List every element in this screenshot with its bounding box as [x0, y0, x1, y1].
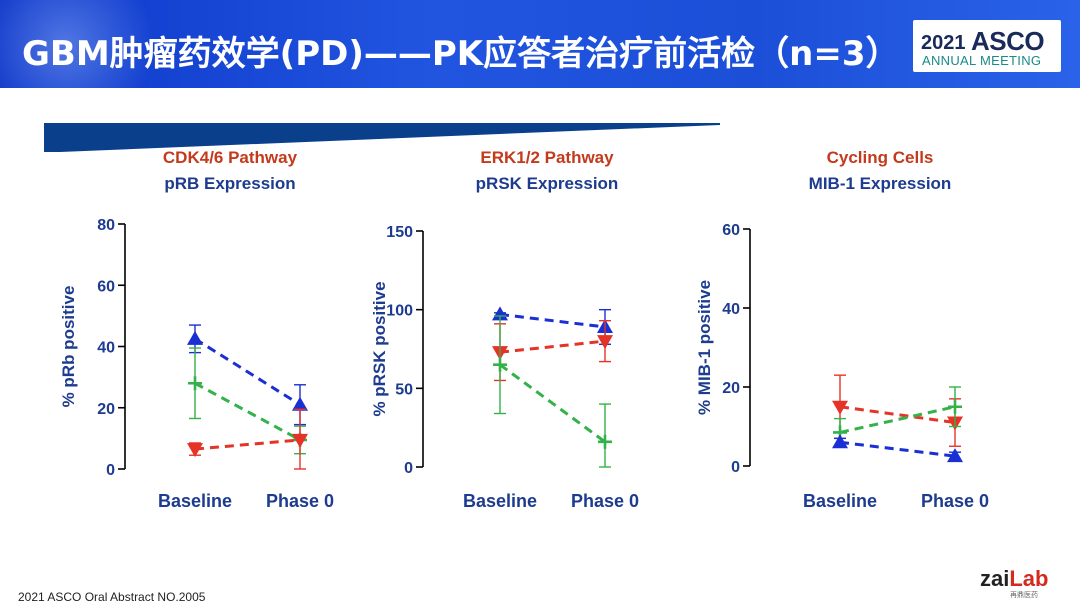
- asco-logo: 2021 ASCO ANNUAL MEETING: [913, 20, 1061, 72]
- data-point-marker: [598, 434, 612, 449]
- x-category-label: Baseline: [463, 491, 537, 511]
- y-tick-label: 60: [97, 278, 115, 295]
- data-point-marker: [188, 376, 202, 391]
- decorative-stripe: [44, 123, 720, 152]
- zai-logo-text: zai: [980, 566, 1010, 591]
- asco-logo-subtitle: ANNUAL MEETING: [922, 53, 1042, 68]
- data-point-marker: [492, 306, 508, 321]
- y-tick-label: 0: [404, 460, 413, 477]
- asco-logo-name: ASCO: [971, 26, 1045, 56]
- y-tick-label: 20: [722, 380, 740, 397]
- y-tick-label: 40: [97, 340, 115, 357]
- data-series: [493, 315, 612, 468]
- data-point-marker: [493, 357, 507, 372]
- data-series: [492, 319, 613, 382]
- data-series: [187, 408, 308, 470]
- data-series: [832, 434, 963, 463]
- chart-subtitle: pRB Expression: [164, 174, 295, 193]
- series-line: [839, 405, 956, 425]
- y-tick-label: 40: [722, 301, 740, 318]
- data-point-marker: [597, 335, 613, 350]
- series-line: [499, 312, 606, 329]
- chart-title: Cycling Cells: [827, 148, 934, 167]
- y-tick-label: 20: [97, 401, 115, 418]
- chart-title: ERK1/2 Pathway: [480, 148, 614, 167]
- chart-pathway-erk12: ERK1/2 Pathway pRSK Expression % pRSK posi…: [370, 148, 639, 511]
- data-point-marker: [187, 330, 203, 345]
- chart-title: CDK4/6 Pathway: [163, 148, 298, 167]
- chart-subtitle: pRSK Expression: [476, 174, 619, 193]
- data-point-marker: [187, 443, 203, 458]
- data-point-marker: [832, 434, 848, 449]
- y-axis-label: % MIB-1 positive: [695, 280, 714, 415]
- chart-pathway-cdk46: CDK4/6 Pathway pRB Expression % pRb positi…: [59, 148, 334, 511]
- x-category-label: Phase 0: [921, 491, 989, 511]
- y-tick-label: 0: [731, 459, 740, 476]
- slide-title: GBM肿瘤药效学(PD)——PK应答者治疗前活检（n=3）: [22, 34, 900, 74]
- y-axis-label: % pRb positive: [59, 286, 78, 408]
- y-tick-label: 150: [386, 224, 413, 241]
- x-category-label: Baseline: [158, 491, 232, 511]
- data-series: [187, 324, 308, 426]
- series-line: [194, 438, 301, 451]
- x-category-label: Phase 0: [266, 491, 334, 511]
- data-point-marker: [832, 400, 848, 415]
- y-tick-label: 60: [722, 222, 740, 239]
- chart-subtitle: MIB-1 Expression: [809, 174, 952, 193]
- series-line: [839, 405, 956, 434]
- stripe-bar: [44, 123, 720, 152]
- zai-logo-accent: Lab: [1009, 566, 1049, 591]
- data-series: [492, 306, 613, 345]
- series-line: [499, 363, 606, 444]
- zai-logo-subtitle: 再鼎医药: [1010, 592, 1038, 599]
- data-point-marker: [947, 448, 963, 463]
- data-point-marker: [292, 396, 308, 411]
- zai-lab-logo: zaiLab 再鼎医药: [980, 566, 1049, 599]
- y-tick-label: 100: [386, 303, 413, 320]
- y-axis-label: % pRSK positive: [370, 281, 389, 416]
- data-point-marker: [292, 433, 308, 448]
- series-line: [194, 381, 301, 442]
- y-tick-label: 80: [97, 217, 115, 234]
- data-point-marker: [948, 399, 962, 414]
- x-category-label: Phase 0: [571, 491, 639, 511]
- footnote: 2021 ASCO Oral Abstract NO.2005: [18, 590, 206, 604]
- series-line: [194, 337, 301, 406]
- asco-logo-year: 2021: [921, 32, 966, 54]
- series-line: [839, 440, 956, 458]
- title-banner: GBM肿瘤药效学(PD)——PK应答者治疗前活检（n=3） 2021 ASCO …: [0, 0, 1080, 88]
- data-series: [833, 386, 962, 447]
- data-series: [188, 347, 307, 455]
- chart-cycling-cells: Cycling Cells MIB-1 Expression % MIB-1 pos…: [695, 148, 989, 511]
- x-category-label: Baseline: [803, 491, 877, 511]
- y-tick-label: 0: [106, 462, 115, 479]
- y-tick-label: 50: [395, 381, 413, 398]
- series-line: [499, 339, 606, 354]
- brain-graphic: [0, 0, 160, 88]
